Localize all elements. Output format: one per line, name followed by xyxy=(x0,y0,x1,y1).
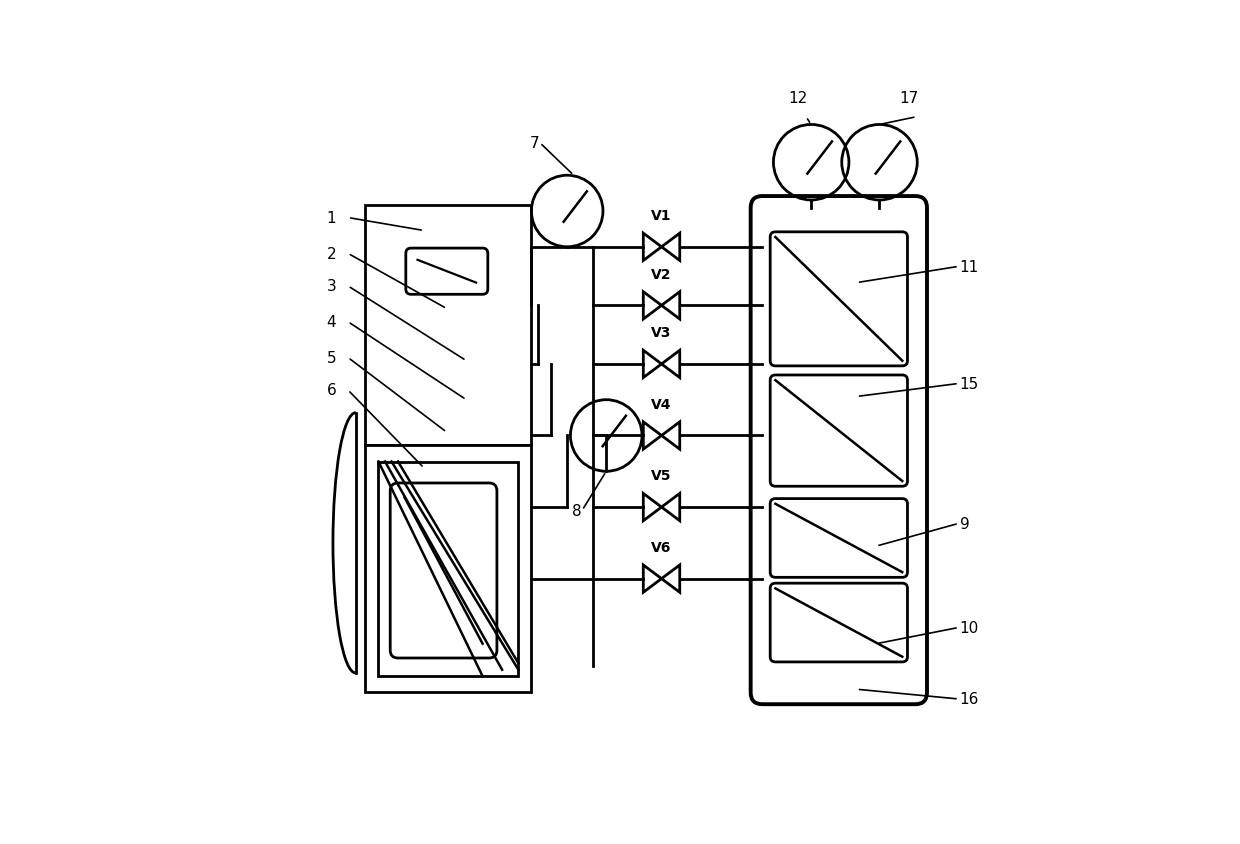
Text: V4: V4 xyxy=(651,398,672,411)
Polygon shape xyxy=(661,494,680,521)
Polygon shape xyxy=(661,234,680,261)
Text: V3: V3 xyxy=(651,326,672,340)
FancyBboxPatch shape xyxy=(405,249,487,295)
Text: 1: 1 xyxy=(326,211,336,225)
Text: 9: 9 xyxy=(960,517,970,531)
FancyBboxPatch shape xyxy=(770,583,908,663)
Text: 4: 4 xyxy=(326,315,336,330)
Polygon shape xyxy=(644,422,661,450)
FancyBboxPatch shape xyxy=(750,197,928,705)
Polygon shape xyxy=(661,565,680,592)
Text: V1: V1 xyxy=(651,208,672,223)
Polygon shape xyxy=(644,494,661,521)
Text: 6: 6 xyxy=(326,383,336,398)
Text: 8: 8 xyxy=(572,503,582,518)
Bar xyxy=(366,205,532,446)
Text: 7: 7 xyxy=(529,136,539,151)
Polygon shape xyxy=(644,234,661,261)
Text: 3: 3 xyxy=(326,279,336,294)
Text: V6: V6 xyxy=(651,540,672,555)
Text: 17: 17 xyxy=(899,91,919,106)
Text: 11: 11 xyxy=(960,259,978,274)
Polygon shape xyxy=(644,292,661,320)
Text: 10: 10 xyxy=(960,620,978,636)
Polygon shape xyxy=(661,292,680,320)
Polygon shape xyxy=(661,351,680,378)
FancyBboxPatch shape xyxy=(770,376,908,487)
Bar xyxy=(378,462,518,676)
Text: 2: 2 xyxy=(326,246,336,262)
Polygon shape xyxy=(661,422,680,450)
Bar xyxy=(366,446,532,693)
Text: 12: 12 xyxy=(789,91,807,106)
FancyBboxPatch shape xyxy=(391,484,497,658)
Text: 5: 5 xyxy=(326,350,336,365)
Text: V5: V5 xyxy=(651,468,672,483)
Text: 15: 15 xyxy=(960,376,978,392)
FancyBboxPatch shape xyxy=(770,499,908,577)
Text: V2: V2 xyxy=(651,268,672,281)
Text: 16: 16 xyxy=(960,692,978,706)
Polygon shape xyxy=(644,565,661,592)
FancyBboxPatch shape xyxy=(770,233,908,366)
Polygon shape xyxy=(644,351,661,378)
